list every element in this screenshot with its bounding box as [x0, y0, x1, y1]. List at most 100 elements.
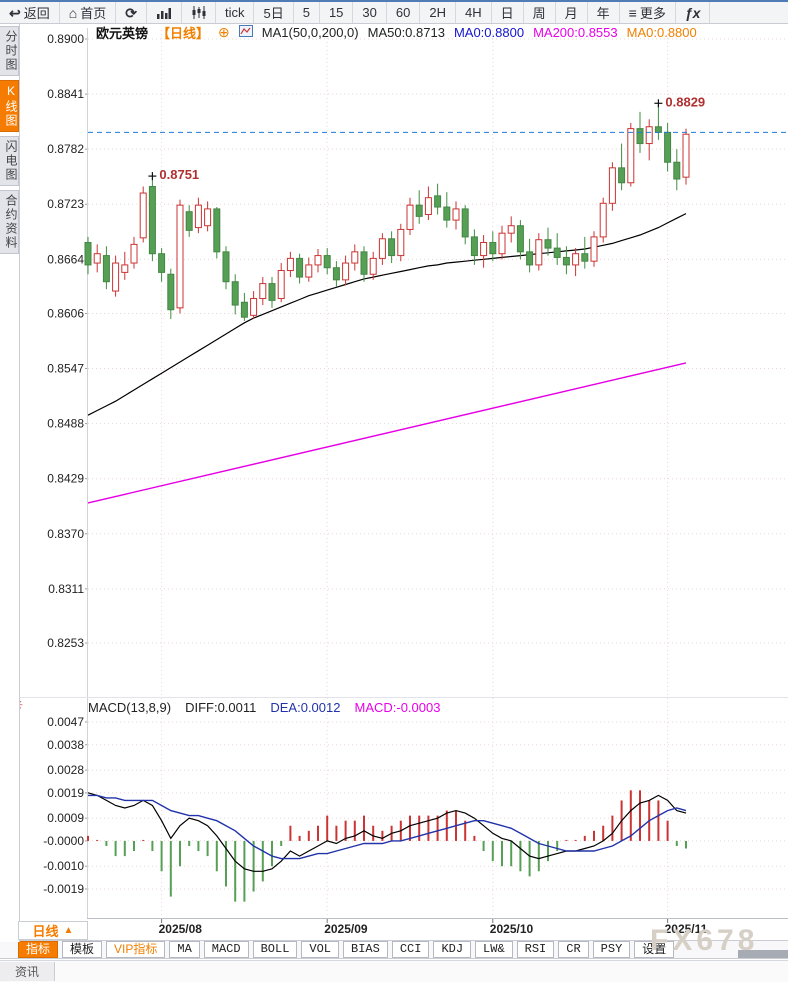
ma0-blue-value: MA0:0.8800 [453, 24, 525, 40]
price-axis-label: 0.8664 [47, 252, 84, 266]
mini-chart-icon[interactable] [238, 24, 253, 40]
candle-down [213, 208, 221, 253]
toolbar-item-日[interactable]: 日 [492, 2, 524, 23]
indicator-tab-CCI[interactable]: CCI [391, 941, 430, 958]
macd-axis-label: 0.0047 [47, 715, 84, 729]
news-tab[interactable]: 资讯 [0, 962, 55, 981]
indicator-tab-LW&[interactable]: LW& [475, 941, 513, 958]
toolbar-item-60[interactable]: 60 [387, 2, 421, 23]
candle-up [93, 253, 101, 264]
indicator-tabs-row: 指标 模板 VIP指标 MA MACD BOLL VOL BIAS CCI KDJ LW& RSI CR… [0, 940, 788, 959]
candle-down [562, 256, 570, 266]
toolbar-item-tick[interactable]: tick [216, 2, 255, 23]
bar-chart-icon [156, 6, 172, 19]
toolbar-item-15[interactable]: 15 [320, 2, 354, 23]
indicator-tab-BOLL[interactable]: BOLL [252, 941, 298, 958]
candle-up [599, 202, 607, 238]
toolbar-item-label: 周 [532, 6, 546, 21]
price-annotation: 0.8829 [665, 94, 705, 109]
candle-up [194, 204, 202, 229]
toolbar-item-label: 5 [302, 5, 310, 20]
toolbar-item-fx[interactable]: ƒx [676, 2, 711, 23]
sidebar-tab-分时图[interactable]: 分时图 [0, 26, 19, 76]
candle-up [204, 208, 212, 227]
top-toolbar: ↩ 返回 ⌂ 首页 ⟳ tick 5日 5 15 30 60 2H 4H 日周月年 ≡ 更多 ƒx [0, 2, 788, 24]
candle-up [351, 251, 359, 264]
candle-up [277, 270, 285, 300]
toolbar-item-月[interactable]: 月 [556, 2, 588, 23]
toolbar-item-首页[interactable]: ⌂ 首页 [60, 2, 117, 23]
toolbar-item-label: 15 [328, 5, 344, 20]
candle-up [452, 208, 460, 221]
candle-up [305, 264, 313, 278]
candle-down [618, 167, 626, 184]
toolbar-item-refresh[interactable]: ⟳ [116, 2, 147, 23]
candle-down [415, 204, 423, 217]
candle-down [222, 251, 230, 283]
indicator-tab-MACD[interactable]: MACD [203, 941, 249, 958]
candle-up [645, 126, 653, 145]
candle-up [424, 197, 432, 216]
indicator-tab-模板[interactable]: 模板 [62, 941, 103, 958]
sidebar-tab-闪电图[interactable]: 闪电图 [0, 136, 19, 186]
left-sidebar: 分时图 K线图闪电图合约资料 [0, 24, 20, 942]
toolbar-item-5日[interactable]: 5日 [254, 2, 294, 23]
indicator-tab-RSI[interactable]: RSI [516, 941, 555, 958]
toolbar-item-更多[interactable]: ≡ 更多 [620, 2, 676, 23]
toolbar-item-年[interactable]: 年 [588, 2, 620, 23]
candle-down [268, 283, 276, 301]
candle-up [112, 262, 120, 292]
sidebar-tab-合约资料[interactable]: 合约资料 [0, 190, 19, 254]
toolbar-item-周[interactable]: 周 [524, 2, 556, 23]
month-axis-label: 2025/08 [159, 922, 203, 936]
toolbar-item-30[interactable]: 30 [353, 2, 387, 23]
indicator-tab-VIP指标[interactable]: VIP指标 [106, 941, 166, 958]
diff-line [87, 792, 687, 872]
candle-down [332, 267, 340, 281]
indicator-tab-VOL[interactable]: VOL [301, 941, 340, 958]
sidebar-tab-K线图[interactable]: K线图 [0, 80, 19, 132]
toolbar-item-label: tick [224, 5, 245, 20]
toolbar-item-4H[interactable]: 4H [456, 2, 492, 23]
indicator-tab-设置[interactable]: 设置 [634, 941, 675, 958]
ma50-value: MA50:0.8713 [367, 24, 445, 40]
indicator-tab-CR[interactable]: CR [558, 941, 589, 958]
candle-down [148, 185, 156, 255]
price-axis-label: 0.8429 [47, 472, 84, 486]
candle-down [185, 211, 193, 231]
toolbar-item-label: 4H [464, 5, 482, 20]
macd-value: MACD:-0.0003 [354, 699, 441, 715]
macd-axis-label: 0.0019 [47, 786, 84, 800]
diff-value: DIFF:0.0011 [185, 699, 257, 715]
candle-down [84, 242, 92, 266]
horizontal-scrollbar[interactable] [738, 950, 788, 958]
toolbar-item-2H[interactable]: 2H [420, 2, 456, 23]
macd-params: MACD(13,8,9) [88, 699, 172, 715]
indicator-tab-指标[interactable]: 指标 [18, 941, 59, 958]
toolbar-item-返回[interactable]: ↩ 返回 [0, 2, 60, 23]
candle-up [535, 239, 543, 266]
indicator-tab-KDJ[interactable]: KDJ [433, 941, 472, 958]
toolbar-item-label: 5日 [263, 6, 284, 21]
toolbar-item-candlestick[interactable] [182, 2, 216, 23]
home-icon: ⌂ [68, 4, 78, 21]
indicator-tab-MA[interactable]: MA [169, 941, 200, 958]
window-top-edge [0, 0, 788, 2]
macd-layer [87, 790, 687, 902]
indicator-tab-PSY[interactable]: PSY [592, 941, 631, 958]
price-axis-label: 0.8606 [47, 306, 84, 320]
indicator-tab-BIAS[interactable]: BIAS [343, 941, 388, 958]
candles-layer [84, 105, 786, 504]
period-dropdown[interactable]: 日线 ▲ [18, 921, 88, 940]
plus-circle-icon[interactable]: ⊕ [218, 23, 230, 40]
toolbar-item-bar-chart[interactable] [147, 2, 182, 23]
candle-down [664, 131, 672, 163]
candle-up [507, 225, 515, 234]
candle-down [388, 238, 396, 257]
toolbar-item-5[interactable]: 5 [294, 2, 320, 23]
period-tag: 【日线】 [157, 25, 210, 41]
candle-down [360, 251, 368, 275]
price-axis-label: 0.8253 [47, 636, 84, 650]
candle-up [378, 238, 386, 259]
